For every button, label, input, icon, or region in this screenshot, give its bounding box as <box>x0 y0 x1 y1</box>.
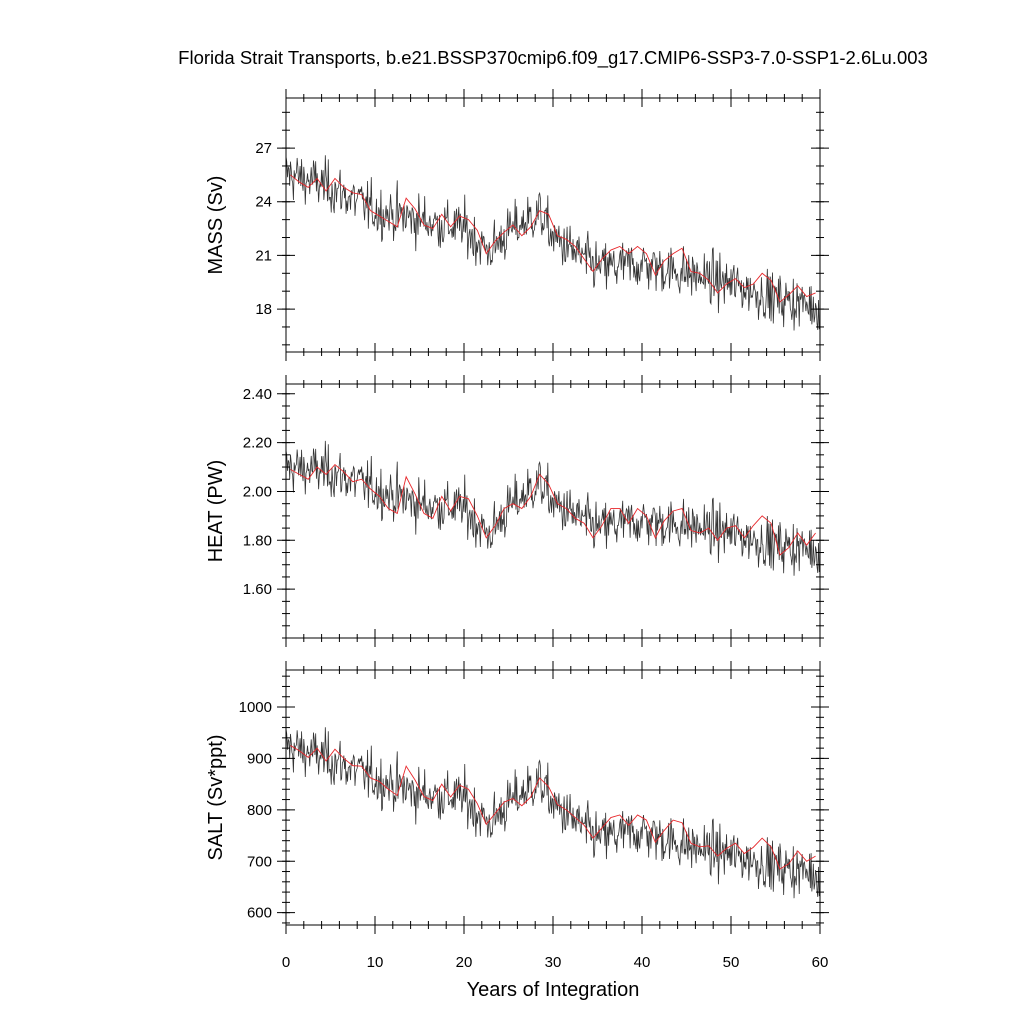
mass-y-tick-label: 24 <box>255 194 272 211</box>
heat-panel: 1.60 1.80 2.00 2.20 2.40 HEAT (PW) <box>205 375 829 647</box>
salt-panel: 600 700 800 900 1000 SALT (Sv*ppt) 0 10 20 30 40 50… <box>205 661 829 1001</box>
salt-annual-series-line <box>290 745 816 870</box>
salt-x-axis-title: Years of Integration <box>467 979 640 1001</box>
salt-y-tick-label: 600 <box>247 905 272 922</box>
salt-y-tick-label: 900 <box>247 750 272 767</box>
salt-y-tick-label: 700 <box>247 853 272 870</box>
salt-x-tick-label: 40 <box>634 954 651 971</box>
mass-monthly-series-line <box>286 155 820 331</box>
mass-y-axis-title: MASS (Sv) <box>205 176 227 275</box>
heat-plot-frame <box>285 383 821 639</box>
mass-panel: 18 21 24 27 MASS (Sv) <box>205 89 829 361</box>
mass-y-tick-label: 27 <box>255 140 272 157</box>
heat-y-tick-label: 2.40 <box>243 386 272 403</box>
heat-y-tick-label: 1.80 <box>243 532 272 549</box>
heat-monthly-series-line <box>286 440 820 576</box>
salt-x-tick-label: 0 <box>282 954 290 971</box>
salt-y-tick-label: 800 <box>247 802 272 819</box>
salt-plot-frame <box>285 669 821 926</box>
heat-y-tick-label: 1.60 <box>243 581 272 598</box>
heat-y-axis-title: HEAT (PW) <box>205 460 227 563</box>
salt-x-tick-label: 30 <box>545 954 562 971</box>
salt-y-tick-label: 1000 <box>239 699 272 716</box>
salt-x-tick-label: 60 <box>812 954 829 971</box>
salt-x-tick-label: 20 <box>456 954 473 971</box>
mass-annual-series-line <box>290 174 816 303</box>
heat-y-tick-label: 2.00 <box>243 483 272 500</box>
heat-y-tick-label: 2.20 <box>243 435 272 452</box>
salt-y-axis-title: SALT (Sv*ppt) <box>205 735 227 861</box>
salt-x-tick-label: 50 <box>723 954 740 971</box>
salt-x-tick-label: 10 <box>367 954 384 971</box>
mass-y-tick-label: 21 <box>255 247 272 264</box>
salt-monthly-series-line <box>286 727 820 899</box>
heat-annual-series-line <box>290 463 816 556</box>
chart-title: Florida Strait Transports, b.e21.BSSP370… <box>178 47 928 68</box>
mass-y-tick-label: 18 <box>255 301 272 318</box>
